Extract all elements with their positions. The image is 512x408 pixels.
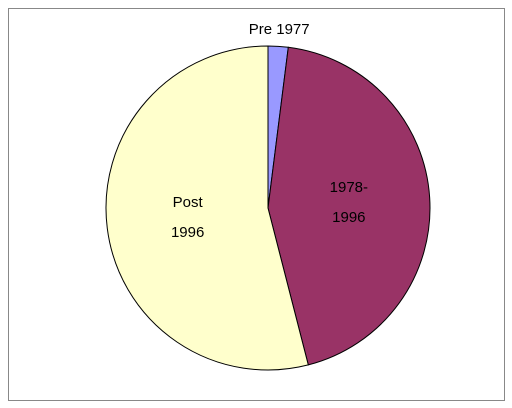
slice-label: 1978- 1996 (330, 179, 368, 226)
pie-slice (105, 45, 309, 371)
slice-label-line: Pre 1977 (249, 21, 310, 38)
slice-label: Pre 1977 (249, 21, 310, 38)
slice-label-line: 1996 (332, 209, 365, 226)
pie-slice (267, 46, 431, 366)
slice-label: Post 1996 (171, 194, 204, 241)
slice-label-line: 1996 (171, 224, 204, 241)
slice-label-line: 1978- (330, 179, 368, 196)
slice-label-line: Post (173, 194, 204, 211)
